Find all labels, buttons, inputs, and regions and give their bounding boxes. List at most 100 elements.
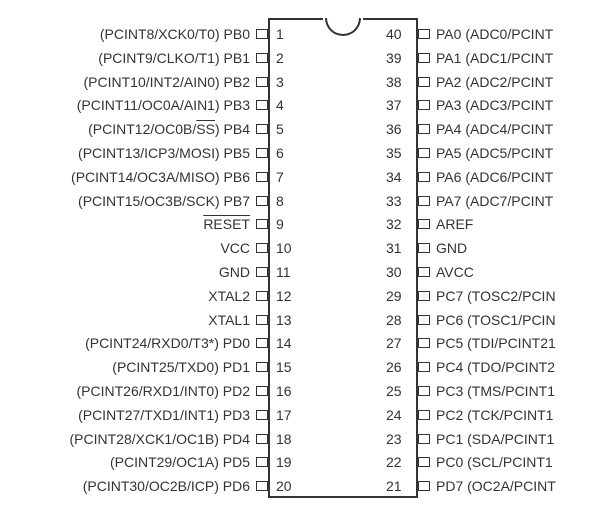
pin-name: PB7: [224, 193, 250, 209]
pin-alt: (PCINT14/OC3A/MISO): [71, 169, 220, 185]
pin-label: XTAL2: [208, 285, 250, 307]
pin-name: PC2: [436, 407, 463, 423]
pin-alt: (PCINT15/OC3B/SCK): [78, 193, 220, 209]
pin-lead-icon: [418, 29, 430, 39]
pin-alt: (ADC2/PCINT: [465, 74, 553, 90]
pin-lead-icon: [256, 410, 268, 420]
pin-alt: (PCINT25/TXD0): [112, 359, 219, 375]
pin-name: AREF: [436, 216, 473, 232]
pin-lead-icon: [418, 243, 430, 253]
pin-row: PC7 (TOSC2/PCIN: [418, 285, 556, 307]
pin-number: 15: [276, 359, 292, 375]
pin-alt: (ADC5/PCINT: [465, 145, 553, 161]
pin-alt: (PCINT11/OC0A/AIN1): [77, 97, 220, 113]
pin-lead-icon: [418, 100, 430, 110]
pin-row: PD7 (OC2A/PCINT: [418, 475, 556, 497]
pin-lead-icon: [256, 196, 268, 206]
pin-row: RESET: [203, 213, 268, 235]
pin-lead-icon: [418, 434, 430, 444]
pin-row: (PCINT27/TXD1/INT1) PD3: [78, 404, 268, 426]
pin-label: PA1 (ADC1/PCINT: [436, 47, 553, 69]
pin-name: PA2: [436, 74, 461, 90]
pin-label: (PCINT9/CLKO/T1) PB1: [98, 47, 250, 69]
pin-lead-icon: [256, 267, 268, 277]
pin-number: 7: [276, 169, 284, 185]
pin-lead-icon: [256, 338, 268, 348]
pin-name: PA6: [436, 169, 461, 185]
pin-number: 39: [386, 50, 402, 66]
pin-label: (PCINT8/XCK0/T0) PB0: [100, 23, 250, 45]
pin-number: 38: [386, 74, 402, 90]
pin-label: VCC: [220, 237, 250, 259]
pin-number: 30: [386, 264, 402, 280]
pin-label: PC1 (SDA/PCINT1: [436, 428, 554, 450]
pin-row: PC6 (TOSC1/PCIN: [418, 309, 556, 331]
pin-number: 19: [276, 454, 292, 470]
pin-lead-icon: [256, 362, 268, 372]
pin-lead-icon: [418, 53, 430, 63]
pin-row: (PCINT30/OC2B/ICP) PD6: [83, 475, 268, 497]
pin-row: AREF: [418, 213, 473, 235]
pin-label: (PCINT29/OC1A) PD5: [110, 451, 250, 473]
pin-alt: (ADC4/PCINT: [465, 121, 553, 137]
pin-label: PC6 (TOSC1/PCIN: [436, 309, 556, 331]
pin-label: PC0 (SCL/PCINT1: [436, 451, 553, 473]
pin-label: GND: [436, 237, 467, 259]
pin-alt: (PCINT28/XCK1/OC1B): [70, 431, 219, 447]
pin-label: (PCINT10/INT2/AIN0) PB2: [84, 71, 251, 93]
pin-alt: (OC2A/PCINT: [467, 478, 556, 494]
pin-name: PB0: [224, 26, 250, 42]
pin-label: (PCINT13/ICP3/MOSI) PB5: [78, 142, 250, 164]
pin-name: AVCC: [436, 264, 474, 280]
pin-number: 13: [276, 312, 292, 328]
pin-number: 36: [386, 121, 402, 137]
pin-alt: (ADC1/PCINT: [465, 50, 553, 66]
pin-row: PC1 (SDA/PCINT1: [418, 428, 554, 450]
pin-lead-icon: [256, 124, 268, 134]
pin-row: GND: [219, 261, 268, 283]
pin-row: XTAL1: [208, 309, 268, 331]
pin-row: PA1 (ADC1/PCINT: [418, 47, 553, 69]
pin-name: PB4: [224, 121, 250, 137]
pin-label: PD7 (OC2A/PCINT: [436, 475, 556, 497]
pin-name: PD5: [223, 454, 250, 470]
pin-name: PA3: [436, 97, 461, 113]
pin-label: (PCINT26/RXD1/INT0) PD2: [77, 380, 250, 402]
pin-label: (PCINT25/TXD0) PD1: [112, 356, 250, 378]
pin-label: AREF: [436, 213, 473, 235]
pin-label: (PCINT28/XCK1/OC1B) PD4: [70, 428, 251, 450]
pin-lead-icon: [418, 386, 430, 396]
pin-label: PA6 (ADC6/PCINT: [436, 166, 553, 188]
pin-alt: (PCINT8/XCK0/T0): [100, 26, 220, 42]
pin-name: PD6: [223, 478, 250, 494]
pin-label: PC7 (TOSC2/PCIN: [436, 285, 556, 307]
pin-label: RESET: [203, 213, 250, 235]
pin-row: PA6 (ADC6/PCINT: [418, 166, 553, 188]
pin-row: (PCINT13/ICP3/MOSI) PB5: [78, 142, 268, 164]
pin-name: PD7: [436, 478, 463, 494]
pin-label: (PCINT24/RXD0/T3*) PD0: [85, 332, 250, 354]
pin-name: GND: [436, 240, 467, 256]
pin-row: GND: [418, 237, 467, 259]
pin-name: PC3: [436, 383, 463, 399]
pin-label: XTAL1: [208, 309, 250, 331]
pin-label: GND: [219, 261, 250, 283]
pin-row: PC4 (TDO/PCINT2: [418, 356, 555, 378]
pin-row: (PCINT14/OC3A/MISO) PB6: [71, 166, 268, 188]
pin-name: PC1: [436, 431, 463, 447]
pin-label: PA7 (ADC7/PCINT: [436, 190, 553, 212]
pin-row: PC0 (SCL/PCINT1: [418, 451, 553, 473]
pin-name: GND: [219, 264, 250, 280]
pin-row: (PCINT29/OC1A) PD5: [110, 451, 268, 473]
pin-alt: (SCL/PCINT1: [467, 454, 553, 470]
pin-number: 26: [386, 359, 402, 375]
pin-row: PA0 (ADC0/PCINT: [418, 23, 553, 45]
pin-name: PB2: [224, 74, 250, 90]
pin-row: (PCINT26/RXD1/INT0) PD2: [77, 380, 268, 402]
pin-number: 2: [276, 50, 284, 66]
pin-lead-icon: [256, 172, 268, 182]
pin-lead-icon: [418, 291, 430, 301]
pin-number: 29: [386, 288, 402, 304]
pin-number: 40: [386, 26, 402, 42]
pin-lead-icon: [256, 434, 268, 444]
